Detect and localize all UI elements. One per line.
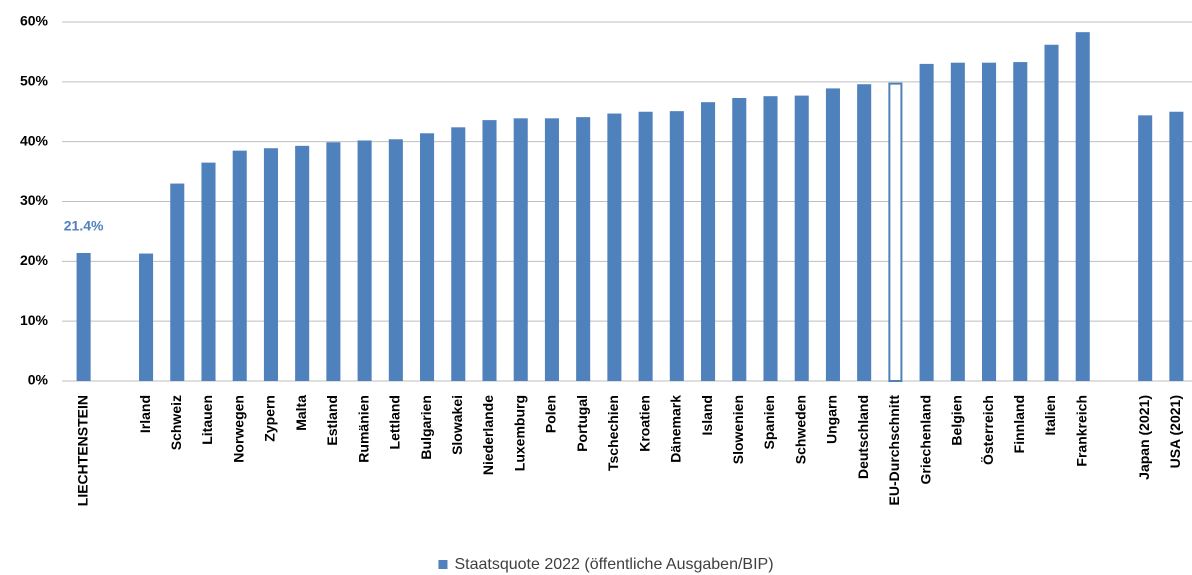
legend-label: Staatsquote 2022 (öffentliche Ausgaben/B… <box>454 556 773 573</box>
x-tick-label: Polen <box>543 395 559 433</box>
y-tick-label: 10% <box>20 312 49 328</box>
x-tick-label: Estland <box>324 395 340 446</box>
bar <box>701 102 716 381</box>
bar <box>950 62 965 381</box>
x-tick-label: Norwegen <box>230 395 246 463</box>
x-tick-label: Lettland <box>387 395 403 449</box>
x-tick-label: Finnland <box>1011 395 1027 453</box>
bar <box>1013 62 1028 382</box>
bar <box>763 96 778 382</box>
bar <box>232 150 247 381</box>
x-tick-label: Griechenland <box>917 395 933 484</box>
bar <box>825 88 840 381</box>
y-tick-label: 20% <box>20 252 49 268</box>
x-tick-label: Zypern <box>262 395 278 442</box>
bar <box>638 111 653 381</box>
x-tick-label: Deutschland <box>855 395 871 479</box>
bar <box>857 84 872 381</box>
bar <box>513 118 528 381</box>
x-tick-label: Slowenien <box>730 395 746 464</box>
x-tick-label: Irland <box>137 395 153 433</box>
bar <box>1075 32 1090 382</box>
x-tick-label: Niederlande <box>480 395 496 475</box>
data-label: 21.4% <box>64 218 104 234</box>
x-tick-label: Slowakei <box>449 395 465 455</box>
x-tick-label: Kroatien <box>636 395 652 452</box>
x-tick-label: EU-Durchschnitt <box>886 395 902 506</box>
y-tick-label: 30% <box>20 192 49 208</box>
x-tick-label: Frankreich <box>1073 395 1089 467</box>
x-tick-label: Schweden <box>792 395 808 464</box>
bar <box>982 62 997 381</box>
bar <box>1044 44 1059 382</box>
bar <box>357 140 372 381</box>
y-tick-label: 0% <box>28 372 49 388</box>
bar <box>607 113 622 382</box>
bar <box>1169 111 1184 381</box>
bar <box>576 117 591 381</box>
x-tick-label: Portugal <box>574 395 590 452</box>
x-tick-label: Belgien <box>949 395 965 446</box>
bar <box>170 183 185 381</box>
x-tick-label: Dänemark <box>668 395 684 463</box>
bar <box>669 111 684 381</box>
bar <box>794 95 809 381</box>
y-tick-label: 50% <box>20 73 49 89</box>
x-tick-label: Rumänien <box>355 395 371 463</box>
bar <box>295 145 310 381</box>
x-tick-label: Spanien <box>761 395 777 449</box>
bar <box>201 162 216 381</box>
bar <box>544 118 559 381</box>
x-tick-label: Luxemburg <box>511 395 527 471</box>
bar <box>732 97 747 381</box>
x-tick-label: Bulgarien <box>418 395 434 460</box>
bar <box>1138 115 1153 381</box>
x-tick-label: Island <box>699 395 715 435</box>
x-tick-label: Japan (2021) <box>1136 395 1152 480</box>
bar <box>451 127 466 381</box>
x-tick-label: Malta <box>293 395 309 431</box>
bar <box>919 63 934 382</box>
y-tick-label: 40% <box>20 132 49 148</box>
x-tick-label: Italien <box>1042 395 1058 435</box>
x-tick-label: Litauen <box>199 395 215 445</box>
x-tick-label: Österreich <box>980 395 996 465</box>
bar <box>76 252 91 381</box>
x-tick-label: Tschechien <box>605 395 621 471</box>
bar <box>263 148 278 381</box>
legend: Staatsquote 2022 (öffentliche Ausgaben/B… <box>438 556 774 573</box>
bar <box>388 139 403 381</box>
x-tick-label: USA (2021) <box>1167 395 1183 468</box>
bar <box>139 253 154 381</box>
bar <box>326 142 341 381</box>
bar <box>482 120 497 382</box>
y-tick-label: 60% <box>20 13 49 29</box>
bar <box>888 82 903 383</box>
x-tick-label: Ungarn <box>824 395 840 444</box>
x-tick-label: Schweiz <box>168 395 184 450</box>
bar <box>420 133 435 381</box>
legend-marker <box>438 560 448 569</box>
x-tick-label: LIECHTENSTEIN <box>74 395 90 506</box>
